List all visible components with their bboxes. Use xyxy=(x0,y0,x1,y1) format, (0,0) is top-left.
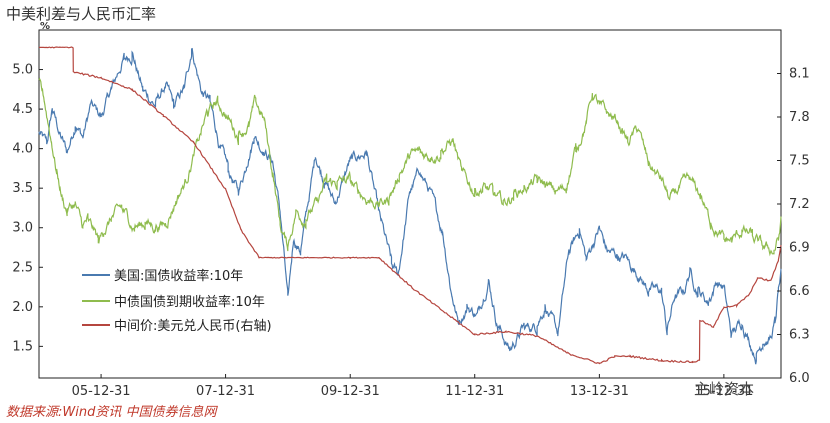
watermark: 主岭资本 xyxy=(694,380,755,398)
chart-title: 中美利差与人民币汇率 xyxy=(6,5,157,23)
legend-label: 美国:国债收益率:10年 xyxy=(114,268,243,284)
right-axis-tick-label: 7.8 xyxy=(789,110,810,125)
left-axis-unit: % xyxy=(40,21,50,32)
right-axis-tick-label: 6.9 xyxy=(789,241,810,256)
left-axis-tick-label: 2.0 xyxy=(12,300,33,315)
right-axis-tick-label: 8.1 xyxy=(789,67,810,82)
cn-10y-yield-line xyxy=(38,77,782,257)
x-axis-tick-label: 13-12-31 xyxy=(570,384,629,399)
right-axis-tick-label: 7.5 xyxy=(789,154,810,169)
right-axis-tick-label: 7.2 xyxy=(789,197,810,212)
legend-label: 中间价:美元兑人民币(右轴) xyxy=(114,319,272,334)
right-axis-tick-label: 6.3 xyxy=(789,328,810,343)
right-axis-tick-label: 6.6 xyxy=(789,284,810,299)
x-axis-tick-label: 07-12-31 xyxy=(196,384,255,399)
left-axis-tick-label: 3.5 xyxy=(12,181,33,196)
legend-label: 中债国债到期收益率:10年 xyxy=(114,294,265,310)
right-axis-tick-label: 6.0 xyxy=(789,371,810,386)
series-lines xyxy=(38,46,782,365)
left-axis-tick-label: 3.0 xyxy=(12,221,33,236)
x-axis-tick-label: 11-12-31 xyxy=(445,384,504,399)
left-axis-tick-label: 4.5 xyxy=(12,102,33,117)
x-axis-tick-label: 15-12-31 xyxy=(694,384,753,399)
axes: 1.5 2.0 2.5 3.0 3.5 4.0 4.5 5.0% 6.0 6.3 6.6 6.9 7.2… xyxy=(12,21,809,399)
x-axis-tick-label: 09-12-31 xyxy=(321,384,380,399)
usdcny-midrate-line xyxy=(38,46,782,365)
x-axis-tick-label: 05-12-31 xyxy=(72,384,131,399)
us-10y-yield-line xyxy=(38,47,782,365)
left-axis-tick-label: 5.0 xyxy=(12,63,33,78)
left-axis-tick-label: 4.0 xyxy=(12,142,33,157)
left-axis-tick-label: 1.5 xyxy=(12,339,33,354)
left-axis-tick-label: 2.5 xyxy=(12,260,33,275)
data-source-note: 数据来源:Wind资讯 中国债券信息网 xyxy=(6,405,217,420)
